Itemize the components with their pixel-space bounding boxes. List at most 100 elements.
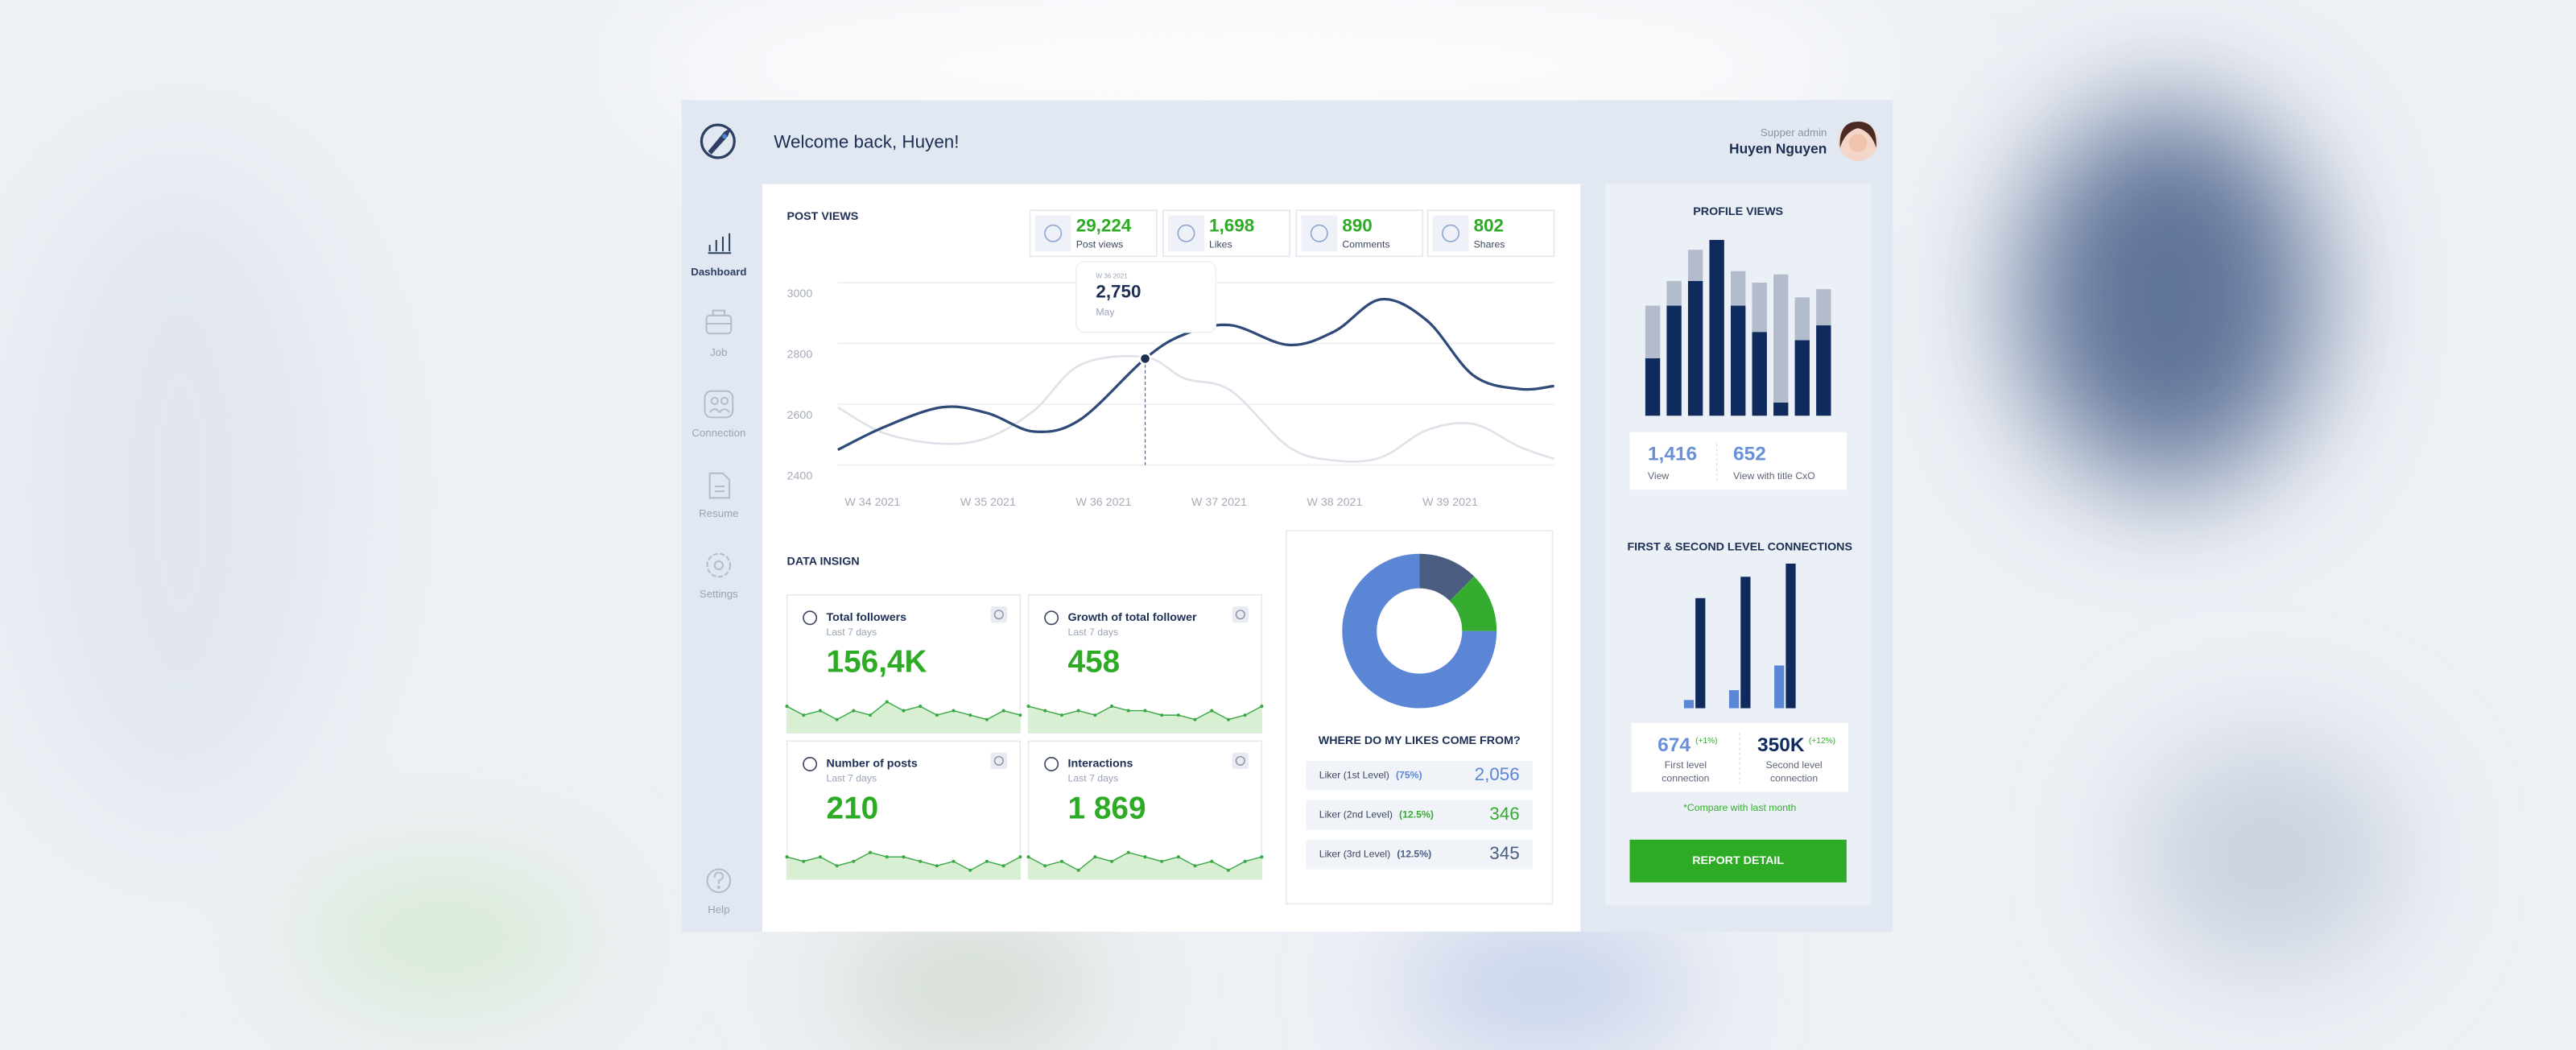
stat-value: 1,416 [1648, 444, 1697, 465]
icon-job [705, 309, 733, 335]
report-button[interactable]: REPORT DETAIL [1629, 839, 1847, 883]
spark-dot [902, 709, 906, 713]
spark-dot [1076, 709, 1080, 713]
spark-dot [852, 859, 856, 863]
bar-segment [1816, 289, 1831, 326]
card-period: Last 7 days [1068, 626, 1119, 638]
icon-resume [708, 472, 731, 499]
stat-value: 350K [1757, 734, 1805, 756]
stat-value: 652 [1733, 444, 1766, 465]
card-settings[interactable] [1232, 606, 1249, 623]
profile-stats-box [1629, 432, 1847, 490]
section-title: POST VIEWS [787, 210, 859, 223]
nav-label[interactable]: Job [710, 346, 727, 358]
nav-label[interactable]: Dashboard [691, 266, 746, 278]
spark-dot [1059, 859, 1063, 863]
x-tick-label: W 38 2021 [1307, 496, 1362, 509]
nav-label[interactable]: Resume [699, 507, 738, 519]
spark-dot [818, 855, 822, 859]
card-period: Last 7 days [827, 626, 877, 638]
welcome: Welcome back, Huyen! [774, 131, 959, 151]
stat-icon [1044, 224, 1063, 242]
spark-dot [1093, 713, 1097, 717]
user-name: Huyen Nguyen [1729, 140, 1827, 156]
spark-dot [1226, 717, 1230, 721]
nav-label[interactable]: Settings [700, 588, 738, 600]
spark-dot [968, 713, 972, 717]
bar [1785, 563, 1796, 709]
spark-dot [818, 709, 822, 713]
section-title: PROFILE VIEWS [1693, 205, 1783, 218]
spark-dot [1001, 864, 1005, 868]
avatar[interactable] [1838, 122, 1878, 161]
stat-label: Comments [1342, 238, 1389, 250]
button-label[interactable]: REPORT DETAIL [1692, 854, 1784, 867]
spark-dot [835, 864, 839, 868]
spark-dot [885, 700, 889, 704]
stat-icon [1310, 224, 1328, 242]
card-settings[interactable] [990, 752, 1008, 770]
spark-dot [1210, 709, 1214, 713]
logo[interactable] [700, 123, 736, 159]
series-line [837, 354, 1555, 463]
line-chart: 2400 2600 2800 3000 W 34 2021 W 35 2021 W 36 2… [787, 261, 1555, 509]
likes-row-label: Liker (3rd Level) [1319, 848, 1390, 859]
user-role: Supper admin [1761, 126, 1827, 138]
stat-value: 1,698 [1209, 216, 1254, 236]
bar-segment [1687, 250, 1703, 281]
card-icon [803, 756, 818, 771]
hover-point [1138, 352, 1152, 366]
icon-help [706, 868, 732, 894]
spark-dot [985, 859, 989, 863]
spark-dot [1110, 859, 1114, 863]
bar [1728, 690, 1740, 709]
stat-label: View [1648, 470, 1669, 482]
spark-dot [985, 717, 989, 721]
card-settings[interactable] [1232, 752, 1249, 770]
spark-dot [869, 850, 873, 854]
spark-dot [1093, 855, 1097, 859]
card-icon [803, 610, 818, 626]
spark-dot [835, 717, 839, 721]
card-settings[interactable] [990, 606, 1008, 623]
likes-row-percent: (75%) [1396, 769, 1422, 780]
stat-label: First level [1665, 759, 1707, 771]
spark-dot [802, 859, 806, 863]
bar-segment [1752, 282, 1767, 333]
spark-area [786, 852, 1021, 879]
spark-dot [1176, 713, 1180, 717]
spark-dot [1143, 709, 1147, 713]
nav-label[interactable]: Connection [691, 427, 745, 439]
stat-label: connection [1770, 773, 1818, 784]
bar [1740, 577, 1751, 709]
spark-dot [952, 859, 956, 863]
likes-row-label: Liker (2nd Level) [1319, 808, 1393, 820]
stat-icon-bg [1034, 215, 1071, 252]
icon-dashboard [708, 233, 732, 254]
spark-dot [919, 705, 923, 709]
section-title: FIRST & SECOND LEVEL CONNECTIONS [1627, 540, 1852, 553]
card-period: Last 7 days [1068, 773, 1119, 784]
spark-dot [1193, 717, 1197, 721]
likes-row-count: 346 [1489, 804, 1519, 824]
card-value: 1 869 [1068, 791, 1146, 825]
likes-row-percent: (12.5%) [1399, 808, 1434, 820]
spark-dot [1260, 705, 1264, 709]
spark-dot [1110, 705, 1114, 709]
insight-cards: Total followers Last 7 days 156,4K Growth o… [785, 593, 1264, 880]
icon-settings [706, 552, 732, 578]
nav-label[interactable]: Help [708, 903, 729, 916]
card-settings-icon [993, 610, 1004, 620]
y-tick-label: 2600 [787, 409, 813, 422]
spark-dot [1026, 855, 1030, 859]
spark-dot [902, 855, 906, 859]
spark-dot [1076, 868, 1080, 872]
stat-label: View with title CxO [1733, 470, 1815, 482]
card-title: Interactions [1068, 758, 1133, 771]
spark-dot [935, 713, 939, 717]
spark-dot [1143, 855, 1147, 859]
tooltip-value: 2,750 [1096, 282, 1141, 302]
stat-icon-bg [1301, 215, 1338, 252]
tooltip-bg [1075, 261, 1217, 333]
stat-icon-bg [1432, 215, 1469, 252]
